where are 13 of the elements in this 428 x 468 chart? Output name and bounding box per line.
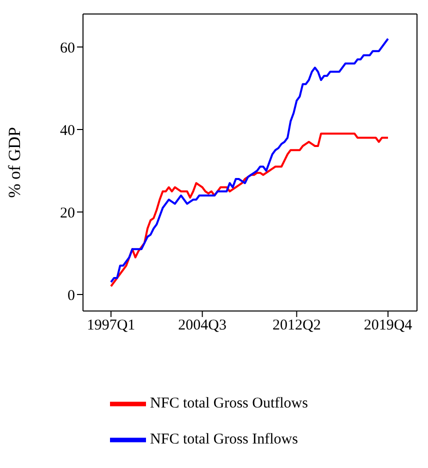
y-axis-title: % of GDP bbox=[5, 127, 24, 198]
x-tick-label: 2012Q2 bbox=[272, 318, 321, 334]
y-tick-label: 60 bbox=[60, 40, 75, 56]
line-series bbox=[110, 38, 389, 284]
y-tick-label: 20 bbox=[60, 205, 75, 222]
x-tick-label: 2004Q3 bbox=[178, 318, 226, 334]
legend-label: NFC total Gross Outflows bbox=[150, 395, 308, 412]
x-tick-label: 2019Q4 bbox=[364, 318, 413, 334]
line-series bbox=[110, 132, 389, 288]
y-tick-label: 40 bbox=[60, 122, 75, 139]
legend-label: NFC total Gross Inflows bbox=[150, 431, 298, 448]
y-tick-label: 0 bbox=[68, 288, 75, 304]
x-tick-label: 1997Q1 bbox=[86, 318, 136, 334]
